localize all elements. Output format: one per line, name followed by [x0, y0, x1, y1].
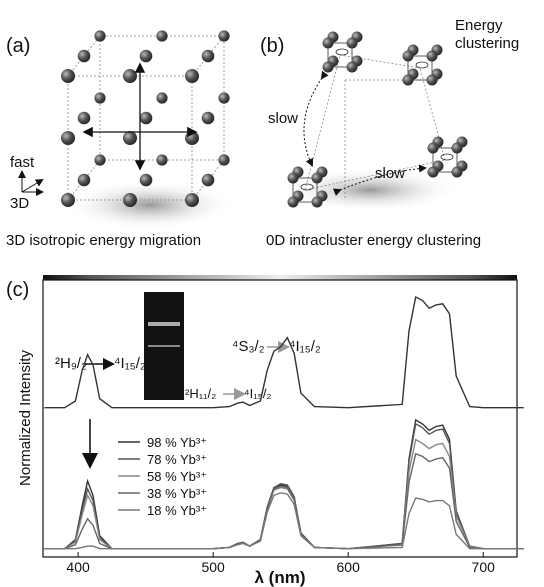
x-tick-label: 700: [472, 559, 496, 575]
atom: [156, 30, 168, 42]
atom: [427, 166, 439, 178]
atom: [123, 131, 137, 145]
atom: [451, 142, 463, 154]
caption: 3D isotropic energy migration: [6, 232, 201, 249]
clusters: [287, 31, 468, 208]
atom: [185, 193, 199, 207]
atom: [123, 69, 137, 83]
atom: [77, 111, 91, 125]
atom: [322, 61, 334, 73]
atom: [201, 173, 215, 187]
annotation: ⁴I₁₅/₂: [244, 386, 271, 401]
spectrum: [44, 452, 524, 550]
atom: [94, 30, 106, 42]
legend-label: 38 % Yb³⁺: [147, 486, 207, 501]
label: slow: [268, 110, 298, 127]
label: Energy: [455, 17, 503, 34]
atom: [426, 50, 438, 62]
panel-label: (c): [6, 279, 29, 301]
atom: [218, 154, 230, 166]
atom: [402, 50, 414, 62]
atom: [139, 111, 153, 125]
atom: [77, 173, 91, 187]
lattice: [61, 30, 230, 207]
atom: [322, 37, 334, 49]
atom: [185, 69, 199, 83]
atom: [139, 173, 153, 187]
label: slow: [375, 165, 405, 182]
legend-label: 98 % Yb³⁺: [147, 435, 207, 450]
panel-b: (b) slow slow Energy clustering 0D intra…: [260, 17, 519, 249]
panel-a: (a) fast 3D 3D isotropic energy migratio…: [6, 30, 235, 249]
atom: [139, 49, 153, 63]
color-bar: [43, 275, 517, 280]
x-tick-label: 600: [337, 559, 361, 575]
atom: [311, 196, 323, 208]
inset-glow: [148, 322, 180, 326]
x-tick-label: 400: [66, 559, 90, 575]
spin: [300, 183, 314, 191]
legend-label: 58 % Yb³⁺: [147, 469, 207, 484]
inset-glow: [148, 345, 180, 347]
arrow: [303, 70, 329, 167]
label: 3D: [10, 195, 29, 212]
annotation: ²H₁₁/₂: [185, 386, 216, 401]
cluster-box: [292, 177, 318, 203]
legend-label: 18 % Yb³⁺: [147, 503, 207, 518]
atom: [61, 131, 75, 145]
annotation: ⁴S₃/₂: [232, 338, 265, 355]
panel-label: (a): [6, 35, 30, 57]
atom: [426, 74, 438, 86]
arrow: [332, 164, 427, 196]
shadow: [65, 180, 235, 230]
atom: [402, 74, 414, 86]
atom: [287, 172, 299, 184]
annotation: ²H₉/₂: [55, 355, 87, 372]
atom: [94, 154, 106, 166]
atom: [218, 92, 230, 104]
spin: [335, 48, 349, 56]
annotation: ⁴I₁₅/₂: [289, 338, 321, 355]
atom: [287, 196, 299, 208]
atom: [94, 92, 106, 104]
cluster-box: [327, 42, 353, 68]
atom: [346, 61, 358, 73]
x-axis-title: λ (nm): [255, 568, 306, 587]
atom: [201, 111, 215, 125]
x-tick-label: 500: [201, 559, 225, 575]
atom: [185, 131, 199, 145]
y-axis-title: Normalized Intensity: [17, 350, 34, 486]
atom: [123, 193, 137, 207]
plot-frame: [42, 279, 518, 558]
panel-c: ²H₉/₂ ⁴I₁₅/₂ ²H₁₁/₂ ⁴I₁₅/₂ ⁴S₃/₂ ⁴I₁₅/₂ …: [6, 275, 524, 587]
label: fast: [10, 154, 35, 171]
atom: [427, 142, 439, 154]
spectrum: [44, 492, 524, 550]
atom: [61, 193, 75, 207]
atom: [451, 166, 463, 178]
caption: 0D intracluster energy clustering: [266, 232, 481, 249]
atom: [218, 30, 230, 42]
panel-label: (b): [260, 35, 284, 57]
label: clustering: [455, 35, 519, 52]
atom: [156, 154, 168, 166]
annotation: ⁴I₁₅/₂: [114, 355, 146, 372]
atom: [311, 172, 323, 184]
atom: [346, 37, 358, 49]
spectrum: [44, 438, 524, 550]
cluster-box: [432, 147, 458, 173]
atom: [77, 49, 91, 63]
atom: [61, 69, 75, 83]
atom: [156, 92, 168, 104]
spin: [415, 61, 429, 69]
cluster-box: [407, 55, 433, 81]
legend-label: 78 % Yb³⁺: [147, 452, 207, 467]
atom: [201, 49, 215, 63]
spin: [440, 153, 454, 161]
spectrum: [44, 295, 524, 409]
axis-arrow: [21, 178, 44, 193]
